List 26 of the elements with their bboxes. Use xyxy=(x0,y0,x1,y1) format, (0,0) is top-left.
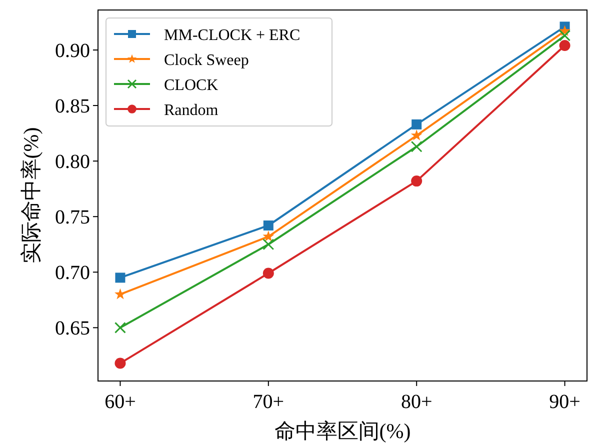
legend-label: Clock Sweep xyxy=(164,52,249,69)
y-tick-label: 0.75 xyxy=(55,206,90,229)
x-tick-label: 70+ xyxy=(252,391,284,413)
point xyxy=(262,230,274,242)
point xyxy=(412,119,422,130)
point xyxy=(115,272,126,283)
y-tick-label: 0.85 xyxy=(55,96,90,118)
legend-label: CLOCK xyxy=(164,77,219,94)
y-axis-title: 实际命中率(%) xyxy=(19,127,43,264)
point xyxy=(262,268,274,279)
point xyxy=(114,288,126,300)
point xyxy=(114,358,126,369)
point xyxy=(263,220,274,230)
y-tick-label: 0.90 xyxy=(55,40,90,62)
y-tick-label: 0.70 xyxy=(55,262,90,284)
x-axis-title: 命中率区间(%) xyxy=(274,419,411,443)
point xyxy=(411,176,422,187)
point xyxy=(410,130,422,140)
legend-label: Random xyxy=(164,102,219,119)
x-tick-label: 90+ xyxy=(549,391,580,413)
y-tick-label: 0.65 xyxy=(55,318,90,340)
x-tick-label: 80+ xyxy=(400,391,432,413)
y-tick-label: 0.80 xyxy=(55,151,90,174)
x-tick-label: 60+ xyxy=(104,391,136,413)
point xyxy=(559,40,570,52)
legend-label: MM-CLOCK + ERC xyxy=(164,27,300,44)
